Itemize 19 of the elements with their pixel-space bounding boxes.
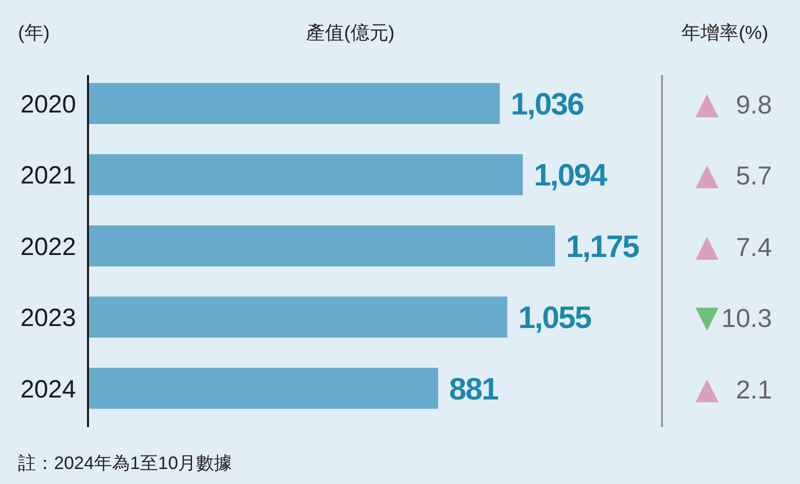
category: 2022 — [20, 232, 76, 261]
data-label: 881 — [449, 371, 498, 406]
growth-rate: ▲ 7.4 — [695, 228, 772, 264]
data-label: 1,055 — [518, 300, 591, 336]
growth-rate: ▲ 2.1 — [695, 371, 772, 406]
category: 2024 — [20, 375, 76, 404]
data-label: 1,036 — [510, 86, 584, 122]
growth-rate: ▲ 9.8 — [695, 86, 772, 122]
annotation: 註：2024年為1至10月數據 — [18, 453, 232, 473]
category: 2020 — [20, 90, 76, 118]
data-label: 1,175 — [566, 228, 639, 264]
growth-rate: ▼10.3 — [695, 300, 772, 336]
category: 2021 — [20, 162, 76, 190]
category: 2023 — [20, 304, 76, 332]
growth-rate: ▲ 5.7 — [695, 158, 772, 193]
title: 產值(億元) — [306, 23, 395, 44]
ylabel: (年) — [18, 23, 50, 44]
data-label: 1,094 — [534, 158, 606, 193]
title: 年增率(%) — [682, 23, 768, 44]
